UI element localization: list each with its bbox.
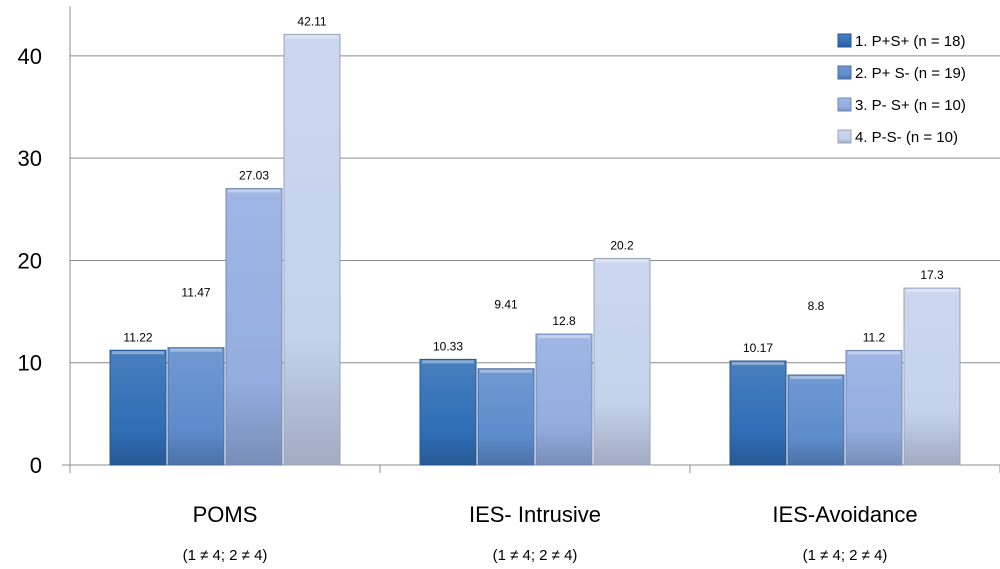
y-tick-label: 30 <box>18 146 42 171</box>
bar-highlight <box>112 351 164 355</box>
category-label: POMS <box>193 502 258 527</box>
bar-highlight <box>422 360 474 364</box>
y-tick-label: 20 <box>18 248 42 273</box>
value-label: 8.8 <box>808 299 825 313</box>
bar-4-ies-avoidance <box>903 287 961 466</box>
bar-1-poms <box>109 349 167 466</box>
legend-label-1: 1. P+S+ (n = 18) <box>855 33 966 50</box>
y-tick-labels: 0 10 20 30 40 <box>18 44 42 478</box>
category-labels: POMS (1 ≠ 4; 2 ≠ 4) IES- Intrusive (1 ≠ 4; … <box>183 502 918 564</box>
category-label: IES- Intrusive <box>469 502 601 527</box>
y-tick-label: 40 <box>18 44 42 69</box>
value-label: 11.47 <box>181 286 210 300</box>
bar-highlight <box>732 361 784 365</box>
bar-highlight <box>906 289 958 293</box>
bar-2-ies-avoidance <box>787 374 845 466</box>
bar-highlight <box>538 335 590 339</box>
bar-4-poms <box>283 33 341 466</box>
legend-label-4: 4. P-S- (n = 10) <box>855 129 958 146</box>
value-label: 10.17 <box>743 341 773 355</box>
legend-swatch-2 <box>837 65 852 80</box>
bar-2-ies-intrusive <box>477 368 535 466</box>
value-label: 42.11 <box>297 14 326 28</box>
bar-highlight <box>170 348 222 352</box>
value-label: 11.22 <box>123 330 152 344</box>
value-label: 20.2 <box>610 238 634 252</box>
bar-4-ies-intrusive <box>593 257 651 466</box>
bar-1-ies-avoidance <box>729 360 787 466</box>
category-note: (1 ≠ 4; 2 ≠ 4) <box>493 547 578 564</box>
bar-highlight <box>480 369 532 373</box>
legend-label-3: 3. P- S+ (n = 10) <box>855 97 966 114</box>
legend-swatch-4 <box>837 129 852 144</box>
bar-1-ies-intrusive <box>419 358 477 466</box>
bars <box>109 33 961 466</box>
axes <box>62 6 1000 473</box>
bar-highlight <box>228 189 280 193</box>
bar-highlight <box>596 259 648 263</box>
gridlines <box>70 55 1000 364</box>
bar-3-ies-intrusive <box>535 333 593 466</box>
value-label: 12.8 <box>552 314 576 328</box>
value-label: 10.33 <box>433 339 463 353</box>
bar-2-poms <box>167 347 225 466</box>
category-label: IES-Avoidance <box>772 502 917 527</box>
bar-3-ies-avoidance <box>845 349 903 466</box>
category-note: (1 ≠ 4; 2 ≠ 4) <box>183 547 268 564</box>
bar-highlight <box>286 35 338 39</box>
bar-highlight <box>790 376 842 379</box>
value-label: 11.2 <box>863 330 886 344</box>
legend-label-2: 2. P+ S- (n = 19) <box>855 65 966 82</box>
legend-swatch-1 <box>837 33 852 48</box>
y-tick-label: 0 <box>30 453 42 478</box>
bar-highlight <box>848 351 900 355</box>
bar-3-poms <box>225 188 283 466</box>
value-labels: 11.22 11.47 27.03 42.11 10.33 9.41 12.8 20.2 10.… <box>123 14 944 355</box>
legend: 1. P+S+ (n = 18) 2. P+ S- (n = 19) 3. P- S… <box>837 33 966 146</box>
value-label: 27.03 <box>239 169 269 183</box>
value-label: 9.41 <box>494 297 518 311</box>
y-tick-label: 10 <box>18 351 42 376</box>
value-label: 17.3 <box>920 268 944 282</box>
legend-swatch-3 <box>837 97 852 112</box>
category-note: (1 ≠ 4; 2 ≠ 4) <box>803 547 888 564</box>
